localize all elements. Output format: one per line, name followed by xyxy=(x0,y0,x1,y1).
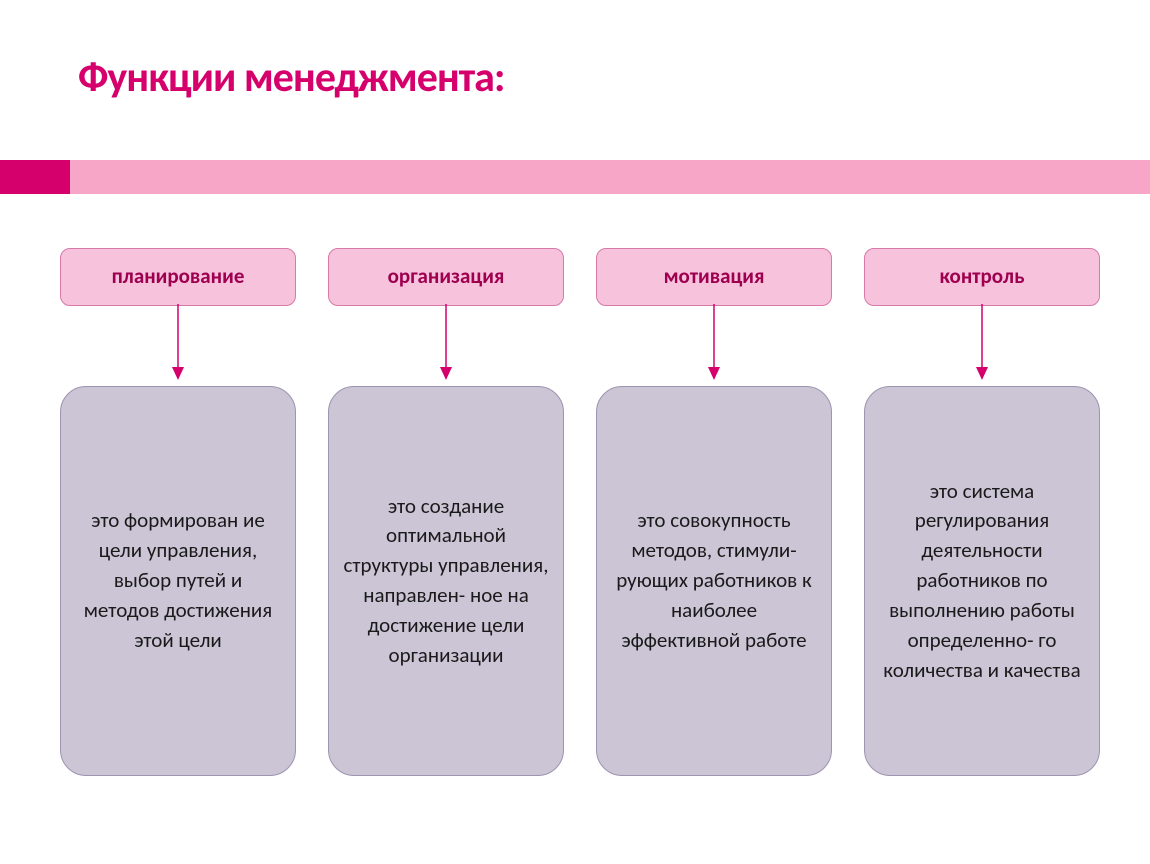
header-box: контроль xyxy=(864,248,1100,306)
column-control: контроль это система регулирования деяте… xyxy=(864,248,1100,776)
header-box: организация xyxy=(328,248,564,306)
description-text: это система регулирования деятельности р… xyxy=(879,477,1085,686)
arrow-down-icon xyxy=(60,306,296,386)
header-box: мотивация xyxy=(596,248,832,306)
description-text: это совокупность методов, стимули- рующи… xyxy=(611,506,817,655)
accent-band xyxy=(0,160,1150,194)
header-label: планирование xyxy=(112,263,245,289)
arrow-down-icon xyxy=(864,306,1100,386)
description-text: это формирован ие цели управления, выбор… xyxy=(75,506,281,655)
header-label: контроль xyxy=(940,263,1025,289)
column-organization: организация это создание оптимальной стр… xyxy=(328,248,564,776)
column-planning: планирование это формирован ие цели упра… xyxy=(60,248,296,776)
header-label: организация xyxy=(388,263,505,289)
accent-band-dark xyxy=(0,160,70,194)
description-box: это совокупность методов, стимули- рующи… xyxy=(596,386,832,776)
arrow-down-icon xyxy=(328,306,564,386)
column-motivation: мотивация это совокупность методов, стим… xyxy=(596,248,832,776)
description-box: это создание оптимальной структуры управ… xyxy=(328,386,564,776)
description-text: это создание оптимальной структуры управ… xyxy=(343,492,549,671)
description-box: это формирован ие цели управления, выбор… xyxy=(60,386,296,776)
header-label: мотивация xyxy=(664,263,765,289)
slide: Функции менеджмента: планирование это фо… xyxy=(0,0,1150,864)
page-title: Функции менеджмента: xyxy=(78,52,504,103)
header-box: планирование xyxy=(60,248,296,306)
description-box: это система регулирования деятельности р… xyxy=(864,386,1100,776)
diagram-columns: планирование это формирован ие цели упра… xyxy=(60,248,1100,776)
accent-band-light xyxy=(70,160,1150,194)
arrow-down-icon xyxy=(596,306,832,386)
